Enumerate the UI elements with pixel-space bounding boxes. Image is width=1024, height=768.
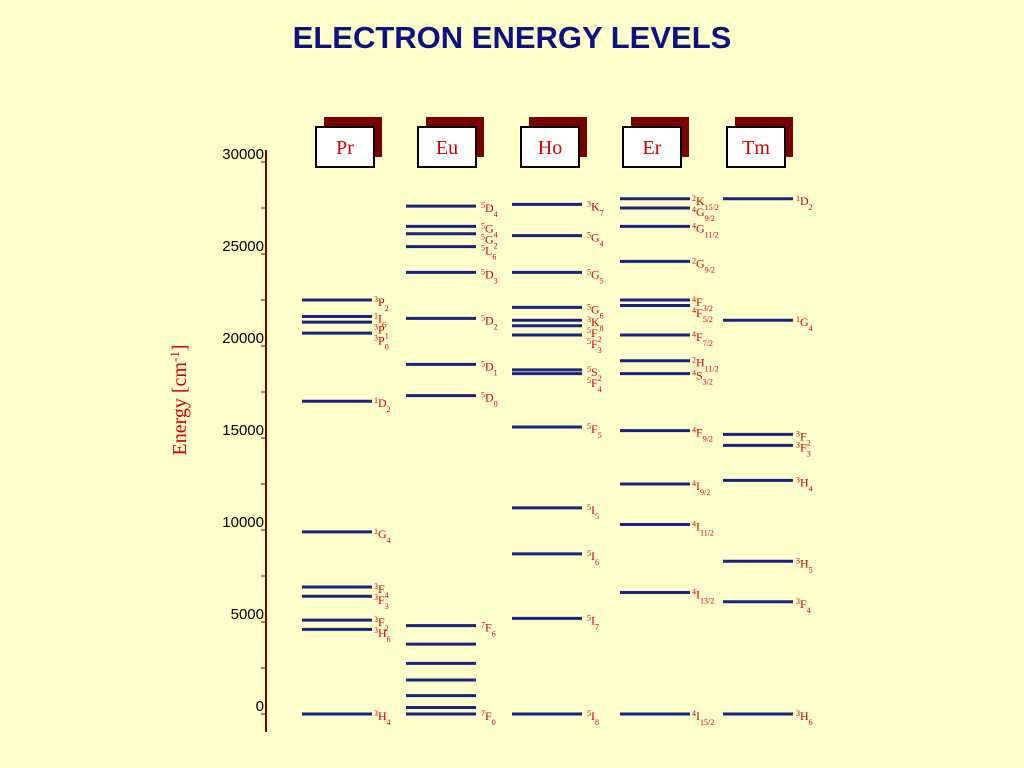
ion-box [726,126,786,168]
y-tick-label: 30000 [222,146,264,163]
term-label: 3F3 [374,593,389,611]
term-label: 5G4 [587,230,604,248]
term-label: 4I15/2 [692,709,714,727]
term-label: 3F4 [374,582,389,600]
ion-label: Pr [336,137,354,159]
term-label: 3H6 [374,626,391,644]
term-label: 3P2 [374,295,389,313]
term-label: 5L6 [481,243,496,261]
term-label: 1D2 [796,193,813,211]
ion-label: Er [643,137,662,159]
term-label: 5D0 [481,390,498,408]
ion-label: Ho [538,137,562,159]
term-label: 4G11/2 [692,221,719,239]
term-label: 3H6 [796,709,813,727]
term-label: 3P1 [374,322,389,340]
term-label: 4I11/2 [692,519,714,537]
term-label: 4F9/2 [692,425,713,443]
term-label: 3P0 [374,333,389,351]
ion-label: Eu [436,137,458,159]
term-label: 3H4 [796,475,813,493]
term-label: 4I9/2 [692,479,710,497]
term-label: 1G4 [374,526,391,544]
ion-box [520,126,580,168]
term-label: 5I8 [587,709,599,727]
y-tick-label: 20000 [222,330,264,347]
y-axis-label: Energy [cm-1] [167,344,192,455]
term-label: 3F2 [796,429,811,447]
term-label: 5D1 [481,359,498,377]
term-label: 4F3/2 [692,295,713,313]
term-label: 5G2 [481,232,498,250]
y-tick-label: 10000 [222,514,264,531]
term-label: 2H11/2 [692,355,719,373]
term-label: 4I13/2 [692,587,714,605]
term-label: 5D4 [481,201,498,219]
term-label: 5F5 [587,421,602,439]
ion-box [417,126,477,168]
term-label: 4S3/2 [692,368,713,386]
y-tick-label: 5000 [231,606,264,623]
y-tick-label: 25000 [222,238,264,255]
term-label: 2K15/2 [692,193,719,211]
term-label: 1G4 [796,315,813,333]
term-label: 5G4 [481,221,498,239]
page-title: ELECTRON ENERGY LEVELS [292,20,732,55]
term-label: 7F6 [481,620,496,638]
term-label: 5D3 [481,267,498,285]
term-label: 5I7 [587,613,599,631]
term-label: 5I5 [587,502,599,520]
term-label: 1I6 [374,311,386,329]
term-label: 5I6 [587,548,599,566]
term-label: 3H4 [374,709,391,727]
term-label: 3F3 [796,440,811,458]
term-label: 5G5 [587,267,604,285]
term-label: 3F4 [796,596,811,614]
ion-box [622,126,682,168]
term-label: 5F4 [587,375,602,393]
term-label: 2G9/2 [692,256,715,274]
ion-box [315,126,375,168]
term-label: 5D2 [481,313,498,331]
term-label: 1D2 [374,396,391,414]
term-label: 4G9/2 [692,204,715,222]
ion-label: Tm [742,137,770,159]
term-label: 3K8 [587,315,604,333]
term-label: 3H5 [796,556,813,574]
term-label: 4F7/2 [692,329,713,347]
term-label: 5G6 [587,302,604,320]
term-label: 3F2 [374,615,389,633]
term-label: 5S2 [587,364,602,382]
term-label: 4F5/2 [692,306,713,324]
term-label: 7F0 [481,709,496,727]
y-tick-label: 0 [256,698,264,715]
term-label: 3K7 [587,199,604,217]
term-label: 5F2 [587,326,602,344]
y-tick-label: 15000 [222,422,264,439]
term-label: 5F3 [587,337,602,355]
